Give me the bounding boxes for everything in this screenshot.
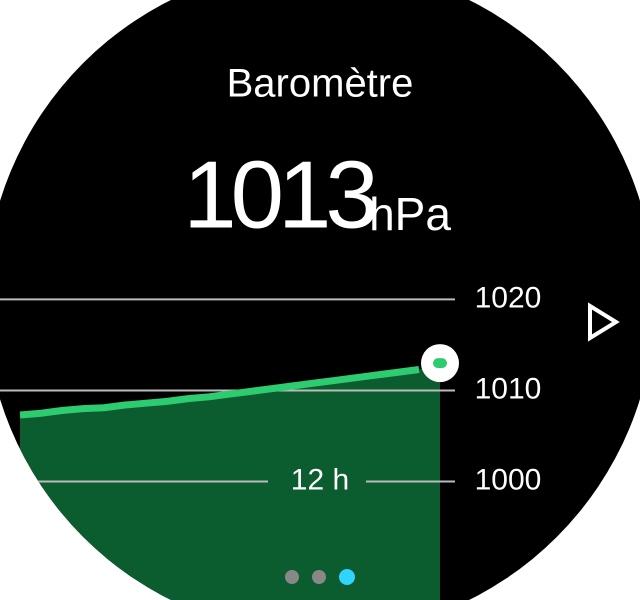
title: Baromètre xyxy=(227,62,414,106)
label-bg xyxy=(268,461,366,502)
page-dot-active[interactable] xyxy=(339,569,355,585)
pressure-value: 1013 xyxy=(183,141,375,248)
line xyxy=(19,366,420,419)
plot: 1000 1010 1020 12 h xyxy=(0,281,541,600)
page-dot[interactable] xyxy=(312,570,326,584)
time-span-label: 12 h xyxy=(291,463,349,496)
pressure-unit: hPa xyxy=(369,188,451,240)
y-tick-label: 1020 xyxy=(475,281,542,314)
next-arrow[interactable] xyxy=(588,302,620,342)
y-tick-label: 1000 xyxy=(475,463,542,496)
y-tick-label: 1010 xyxy=(475,372,542,405)
current-marker-dot xyxy=(433,358,447,369)
page-dot[interactable] xyxy=(285,570,299,584)
